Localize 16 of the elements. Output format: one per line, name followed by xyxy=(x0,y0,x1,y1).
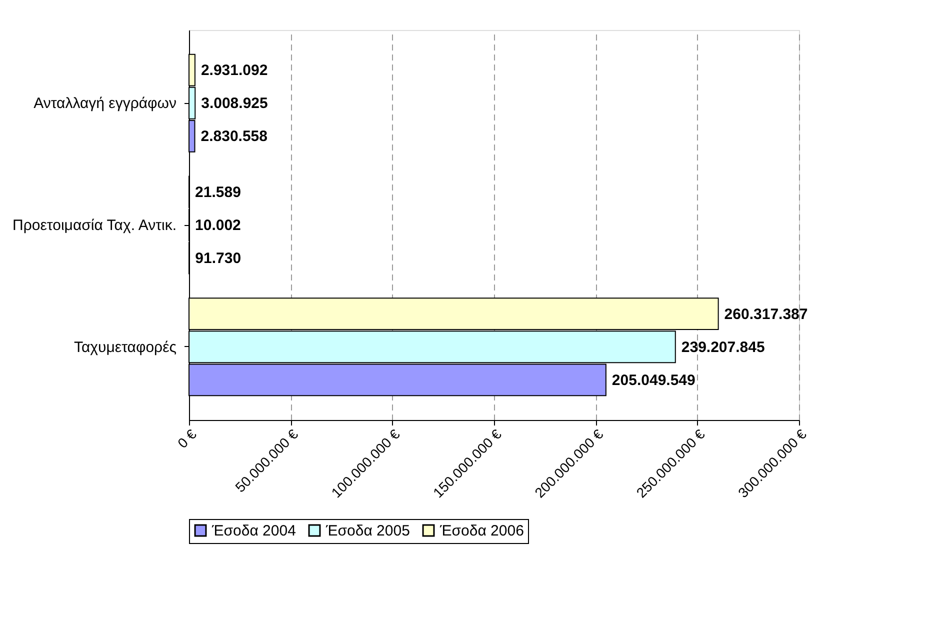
y-tick-label: Ταχυμεταφορές xyxy=(74,338,176,356)
data-label: 21.589 xyxy=(195,184,241,201)
y-tick-label: Προετοιμασία Ταχ. Αντικ. xyxy=(12,217,176,234)
legend-label: Έσοδα 2004 xyxy=(211,522,296,540)
data-label: 205.049.549 xyxy=(612,372,696,389)
data-label: 91.730 xyxy=(195,250,242,268)
legend-label: Έσοδα 2006 xyxy=(439,522,524,540)
legend-label: Έσοδα 2005 xyxy=(325,522,410,540)
data-label: 2.830.558 xyxy=(200,128,268,146)
data-label: 3.008.925 xyxy=(201,95,268,112)
data-label: 239.207.845 xyxy=(681,338,765,356)
x-tick-label: 0 € xyxy=(174,426,200,452)
data-label: 2.931.092 xyxy=(200,62,268,80)
y-tick-label: Ανταλλαγή εγγράφων xyxy=(34,95,176,112)
data-label: 260.317.387 xyxy=(724,306,808,323)
data-label: 10.002 xyxy=(195,217,241,234)
